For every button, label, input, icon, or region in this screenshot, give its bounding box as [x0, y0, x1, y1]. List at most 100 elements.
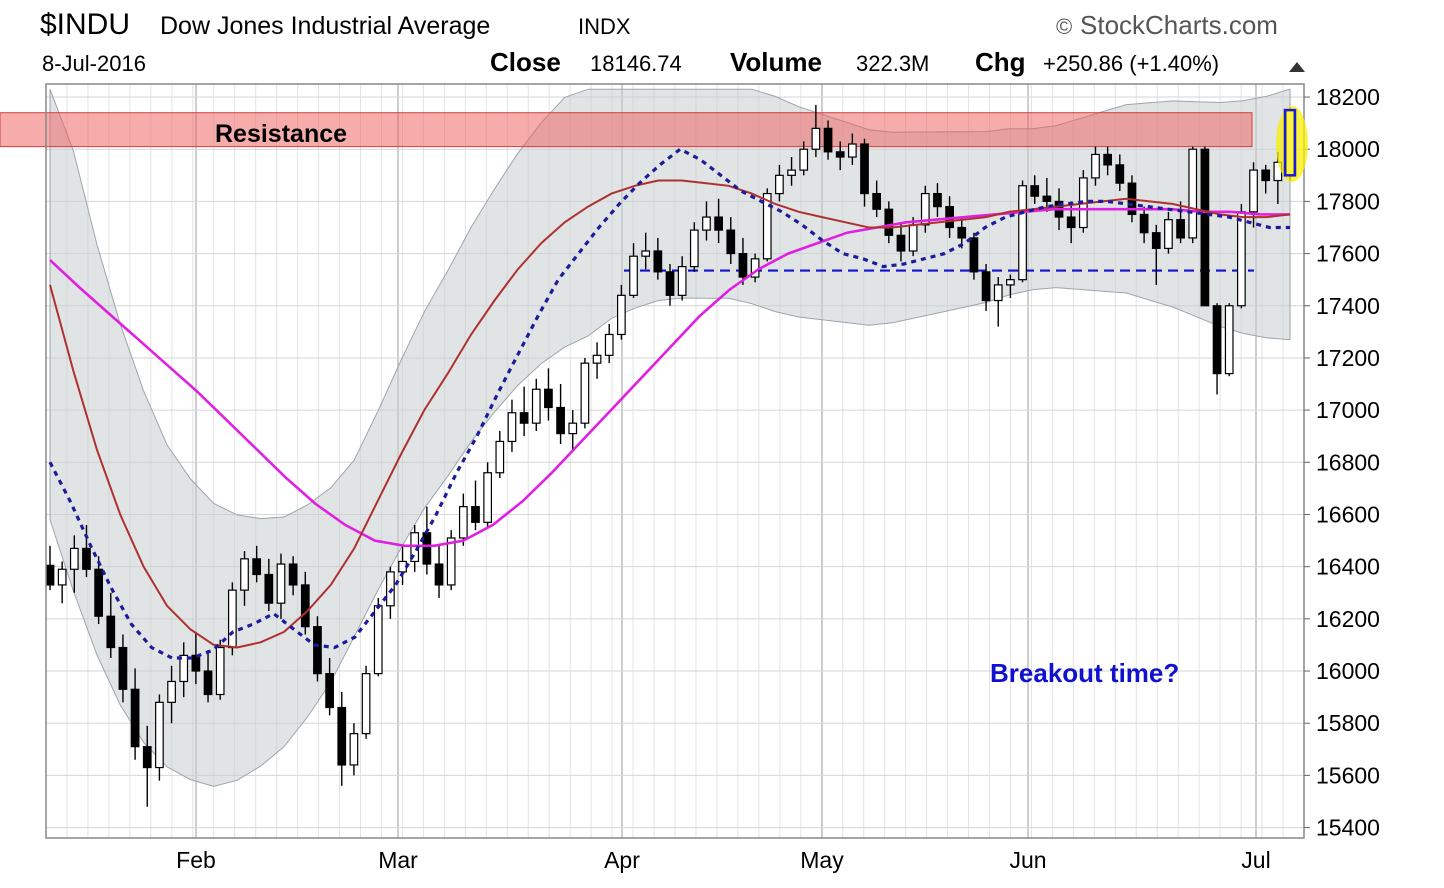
candle-body-up — [1164, 219, 1173, 249]
candle-body-down — [94, 568, 103, 617]
candle — [738, 237, 748, 285]
candle — [130, 668, 140, 760]
candle-body-down — [957, 226, 967, 239]
candle-body-down — [896, 234, 906, 252]
candle-body-up — [446, 537, 456, 586]
candle — [799, 141, 809, 176]
candle — [313, 616, 322, 682]
candle — [629, 243, 638, 298]
candle — [811, 104, 821, 158]
candle — [726, 217, 736, 265]
candle — [823, 120, 833, 160]
candle — [227, 582, 237, 656]
resistance-zone — [0, 112, 1253, 148]
candle-body-down — [106, 615, 116, 649]
candle-body-down — [252, 558, 262, 576]
candle-body-up — [908, 224, 918, 252]
candle-body-down — [1261, 169, 1271, 182]
candle-body-down — [860, 143, 869, 195]
candle-body-up — [702, 216, 711, 231]
candle — [45, 545, 55, 591]
y-axis-labels: 15400 15600 15800 16000 16200 16400 16600 16800… — [1304, 84, 1380, 841]
candle — [300, 571, 310, 635]
y-tick-label: 16800 — [1316, 449, 1380, 475]
candle-body-down — [1066, 216, 1076, 229]
chart-symbol: $INDU — [40, 8, 130, 41]
chart-date: 8-Jul-2016 — [42, 51, 146, 76]
candle — [1200, 146, 1210, 307]
candle — [118, 634, 128, 703]
candle — [179, 642, 189, 698]
y-tick-label: 18200 — [1316, 84, 1380, 110]
candle — [665, 264, 675, 306]
candle — [215, 639, 225, 700]
candle — [1164, 211, 1173, 254]
candle — [373, 597, 383, 677]
candle-body-down — [872, 192, 882, 210]
x-axis-labels: Feb Mar Apr May Jun Jul — [176, 847, 1271, 873]
candle — [106, 592, 116, 658]
candle-body-up — [386, 571, 395, 607]
x-tick-label: Apr — [604, 847, 640, 873]
candle — [604, 324, 614, 364]
close-value: 18146.74 — [590, 51, 682, 76]
candle — [568, 410, 578, 452]
y-tick-label: 15800 — [1316, 710, 1380, 736]
candle-body-down — [1139, 213, 1149, 234]
candle-body-up — [167, 680, 176, 703]
band-area — [49, 88, 1291, 787]
x-tick-label: Jul — [1241, 847, 1270, 873]
candle-body-down — [969, 237, 979, 273]
candle — [1103, 146, 1113, 176]
candle — [458, 493, 468, 546]
chart-exchange: INDX — [578, 14, 631, 39]
candle-body-down — [130, 688, 140, 748]
candle — [361, 665, 371, 739]
candle-body-down — [118, 646, 128, 690]
candle — [775, 164, 784, 202]
y-tick-label: 17200 — [1316, 345, 1380, 371]
bollinger-band — [49, 88, 1291, 787]
candle-body-up — [641, 250, 651, 257]
candle-body-up — [349, 733, 359, 766]
candle-body-down — [191, 654, 201, 672]
y-tick-label: 15400 — [1316, 815, 1380, 841]
x-tick-label: Mar — [378, 847, 418, 873]
candle — [531, 378, 541, 431]
candle-body-down — [1042, 195, 1052, 203]
plot-border — [45, 83, 1305, 839]
candle-body-down — [933, 192, 942, 208]
candle — [835, 141, 845, 171]
candle-body-down — [884, 208, 894, 236]
y-tick-label: 17800 — [1316, 188, 1380, 214]
y-tick-label: 16200 — [1316, 606, 1380, 632]
candle — [1261, 164, 1271, 194]
candle — [325, 657, 334, 716]
last-candle-highlight — [1276, 106, 1308, 183]
y-tick-label: 17400 — [1316, 293, 1380, 319]
candle — [155, 694, 164, 781]
y-tick-label: 16000 — [1316, 658, 1380, 684]
candle-body-up — [920, 192, 930, 226]
sma-short-line — [48, 147, 1290, 660]
candle-body-up — [57, 568, 67, 586]
close-label: Close — [490, 47, 561, 77]
candle-body-up — [775, 174, 784, 195]
breakout-label: Breakout time? — [990, 658, 1179, 688]
candle-body-down — [726, 229, 736, 255]
candle-body-up — [373, 605, 383, 675]
candle-body-down — [325, 673, 334, 709]
candle-body-up — [811, 127, 821, 150]
watermark: StockCharts.com — [1080, 10, 1278, 40]
highlight-candle-outline — [1283, 108, 1297, 177]
candle-body-down — [519, 412, 529, 424]
candle-body-up — [604, 333, 614, 356]
candle-body-down — [471, 506, 480, 523]
candles — [45, 104, 1295, 807]
candle-body-up — [1006, 279, 1015, 286]
candle-body-up — [1018, 185, 1027, 281]
candle-body-up — [1224, 305, 1234, 375]
candle-body-up — [762, 192, 772, 260]
candle-body-up — [215, 646, 225, 696]
candle-body-up — [1237, 211, 1246, 307]
